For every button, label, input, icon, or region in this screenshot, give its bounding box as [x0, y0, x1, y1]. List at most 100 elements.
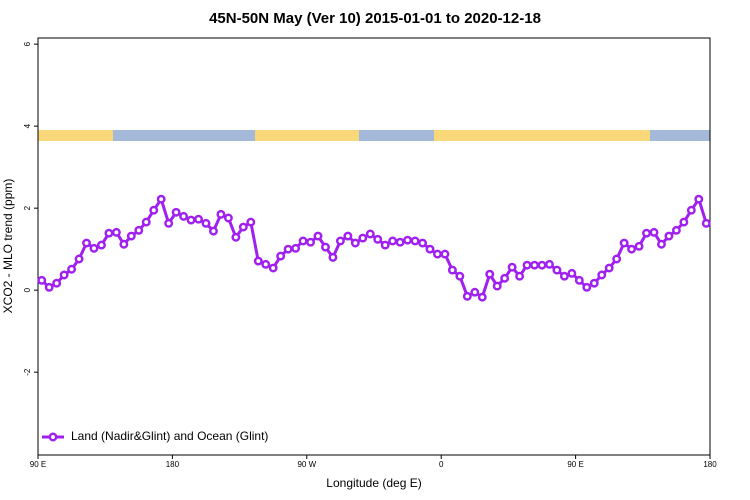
data-point	[522, 260, 532, 270]
data-point	[530, 260, 539, 270]
data-point	[238, 222, 248, 232]
data-point	[679, 217, 689, 227]
y-tick-label: 4	[23, 123, 32, 128]
data-point	[447, 265, 457, 275]
legend-marker	[48, 432, 58, 442]
data-point	[642, 228, 651, 238]
data-point	[89, 243, 99, 253]
data-point	[82, 238, 91, 248]
data-point	[141, 217, 151, 227]
data-point	[313, 231, 323, 241]
data-point	[597, 270, 607, 280]
land	[434, 130, 650, 141]
ocean	[359, 130, 434, 141]
data-point	[515, 271, 525, 281]
data-point	[365, 229, 375, 239]
data-point	[104, 228, 114, 238]
data-point	[253, 256, 263, 266]
data-point	[671, 225, 681, 235]
data-point	[589, 278, 599, 288]
data-point	[500, 273, 510, 283]
data-point	[156, 194, 166, 204]
x-tick-label: 0	[439, 460, 444, 469]
data-point	[164, 218, 174, 228]
x-axis-label: Longitude (deg E)	[326, 476, 421, 490]
data-point	[492, 281, 502, 291]
data-point	[612, 254, 622, 264]
data-point	[358, 233, 368, 243]
data-point	[657, 239, 666, 249]
data-point	[604, 263, 614, 273]
data-point	[552, 265, 562, 275]
data-point	[67, 264, 77, 274]
chart-title: 45N-50N May (Ver 10) 2015-01-01 to 2020-…	[209, 10, 541, 27]
data-point	[74, 254, 84, 264]
data-point	[462, 291, 472, 301]
data-point	[403, 235, 413, 245]
data-point	[485, 269, 495, 279]
land-ocean-strip	[38, 130, 710, 141]
data-point	[186, 215, 196, 225]
data-point	[171, 207, 181, 217]
data-point	[246, 217, 256, 227]
data-point	[440, 249, 450, 259]
y-axis-label: XCO2 - MLO trend (ppm)	[1, 179, 15, 314]
data-point	[261, 259, 271, 269]
data-point	[395, 237, 405, 247]
y-tick-label: 2	[23, 205, 32, 210]
x-tick-label: 90 E	[30, 460, 46, 469]
data-point	[574, 275, 584, 285]
data-point	[134, 225, 144, 235]
y-tick-label: 6	[23, 41, 32, 46]
data-point	[126, 231, 136, 241]
data-point	[97, 240, 106, 250]
data-point	[37, 275, 47, 285]
data-point	[52, 278, 62, 288]
data-point	[283, 244, 293, 254]
plot-frame	[37, 37, 711, 456]
data-point	[350, 238, 360, 248]
data-point	[321, 242, 330, 252]
data-point	[179, 211, 189, 221]
data-point	[477, 292, 487, 302]
ocean	[650, 130, 710, 141]
y-tick-label: 0	[23, 287, 32, 292]
data-point	[335, 236, 345, 246]
data-point	[380, 240, 390, 250]
data-point	[537, 260, 547, 270]
data-point	[276, 251, 286, 261]
data-point	[328, 252, 338, 262]
data-point	[44, 282, 54, 292]
data-point	[694, 194, 704, 204]
data-point	[418, 238, 427, 248]
data-point	[559, 271, 569, 281]
data-point	[627, 244, 637, 254]
data-point	[425, 244, 435, 254]
data-point	[470, 287, 480, 297]
data-point	[649, 227, 659, 237]
data-point	[582, 282, 592, 292]
data-point	[291, 243, 301, 253]
x-tick-label: 90 E	[567, 460, 583, 469]
data-point	[216, 209, 226, 219]
land	[255, 130, 359, 141]
ocean	[113, 130, 255, 141]
data-point	[433, 249, 442, 259]
data-point	[701, 218, 711, 228]
data-point	[686, 205, 696, 215]
data-point	[231, 232, 241, 242]
data-point	[507, 262, 517, 272]
data-point	[455, 271, 465, 281]
data-point	[306, 237, 315, 247]
data-point	[119, 239, 129, 249]
data-point	[59, 270, 69, 280]
data-point	[545, 259, 554, 269]
x-tick-label: 180	[703, 460, 717, 469]
data-point	[201, 218, 211, 228]
data-point	[343, 231, 353, 241]
x-tick-label: 180	[166, 460, 180, 469]
y-tick-label: -2	[23, 368, 32, 376]
x-tick-label: 90 W	[297, 460, 316, 469]
